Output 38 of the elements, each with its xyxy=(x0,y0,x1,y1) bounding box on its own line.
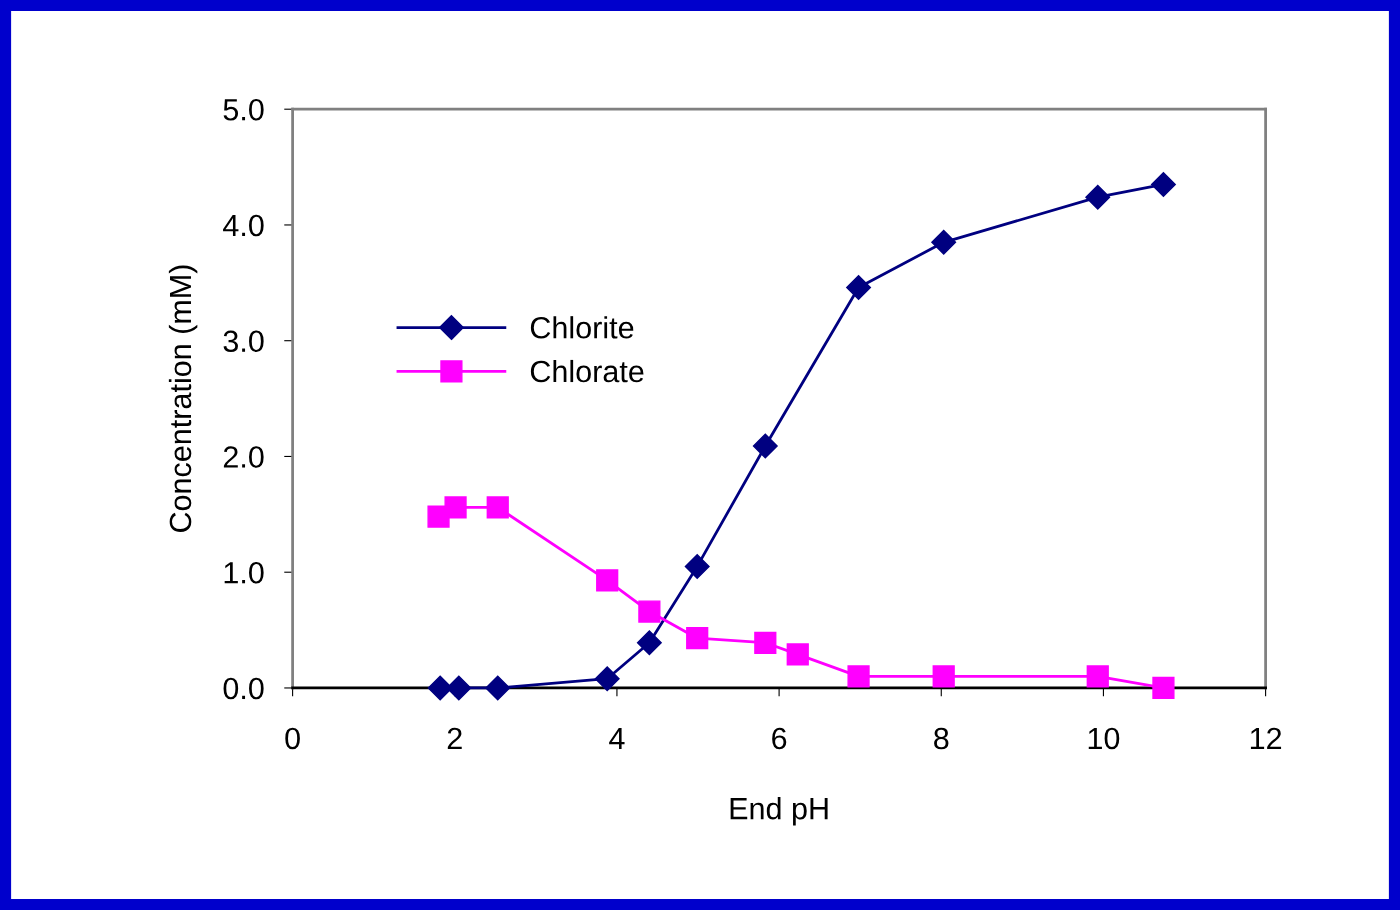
y-tick-label: 3.0 xyxy=(223,330,264,353)
point xyxy=(1086,665,1109,688)
point xyxy=(1085,184,1111,210)
point xyxy=(846,274,872,300)
x-tick-label: 2 xyxy=(447,727,462,749)
point xyxy=(786,643,809,666)
point xyxy=(932,665,955,688)
point xyxy=(1150,171,1176,197)
point xyxy=(754,631,777,654)
x-axis-title: End pH xyxy=(730,797,828,826)
y-tick-label: 0.0 xyxy=(223,677,264,700)
point xyxy=(847,665,870,688)
legend-label: Chlorate xyxy=(530,359,644,383)
point xyxy=(486,496,509,519)
point xyxy=(636,630,662,656)
point xyxy=(931,229,957,255)
x-tick-label: 6 xyxy=(772,727,787,750)
y-tick-label: 1.0 xyxy=(224,561,264,584)
x-tick-label: 4 xyxy=(609,727,625,749)
point xyxy=(1152,676,1175,700)
y-tick-label: 4.0 xyxy=(223,214,264,237)
point xyxy=(596,569,619,592)
x-tick-label: 0 xyxy=(285,727,300,750)
x-tick-label: 12 xyxy=(1250,727,1282,749)
legend-label: Chlorite xyxy=(530,316,634,339)
y-tick-label: 5.0 xyxy=(223,98,264,121)
point xyxy=(444,496,467,519)
point xyxy=(686,627,709,650)
point xyxy=(752,433,778,459)
x-tick-label: 10 xyxy=(1088,727,1120,750)
y-axis-title: Concentration (mM) xyxy=(168,265,198,533)
x-tick-label: 8 xyxy=(934,727,949,750)
point xyxy=(594,666,620,692)
point xyxy=(638,600,661,623)
point xyxy=(684,553,710,579)
point xyxy=(446,675,472,701)
point xyxy=(485,675,511,701)
y-tick-label: 2.0 xyxy=(223,446,264,468)
